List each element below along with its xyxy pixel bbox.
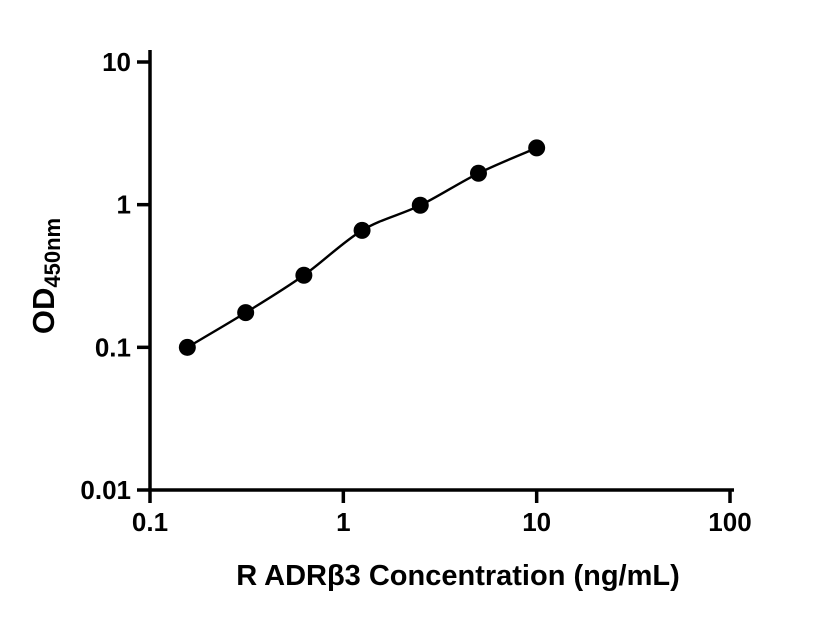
y-tick-label: 0.1	[95, 332, 131, 362]
x-tick-label: 10	[522, 507, 551, 537]
x-tick-label: 1	[336, 507, 350, 537]
y-tick-label: 0.01	[80, 475, 131, 505]
y-axis-label: OD450nm	[26, 218, 65, 334]
data-point	[411, 196, 429, 214]
data-point	[237, 304, 255, 322]
y-tick-label: 10	[102, 47, 131, 77]
x-tick-label: 100	[708, 507, 751, 537]
data-point	[469, 164, 487, 182]
x-tick-label: 0.1	[132, 507, 168, 537]
y-tick-label: 1	[117, 190, 131, 220]
data-point	[178, 338, 196, 356]
data-point	[528, 139, 546, 157]
data-point	[353, 221, 371, 239]
data-point	[295, 266, 313, 284]
x-axis-label: R ADRβ3 Concentration (ng/mL)	[236, 560, 680, 592]
